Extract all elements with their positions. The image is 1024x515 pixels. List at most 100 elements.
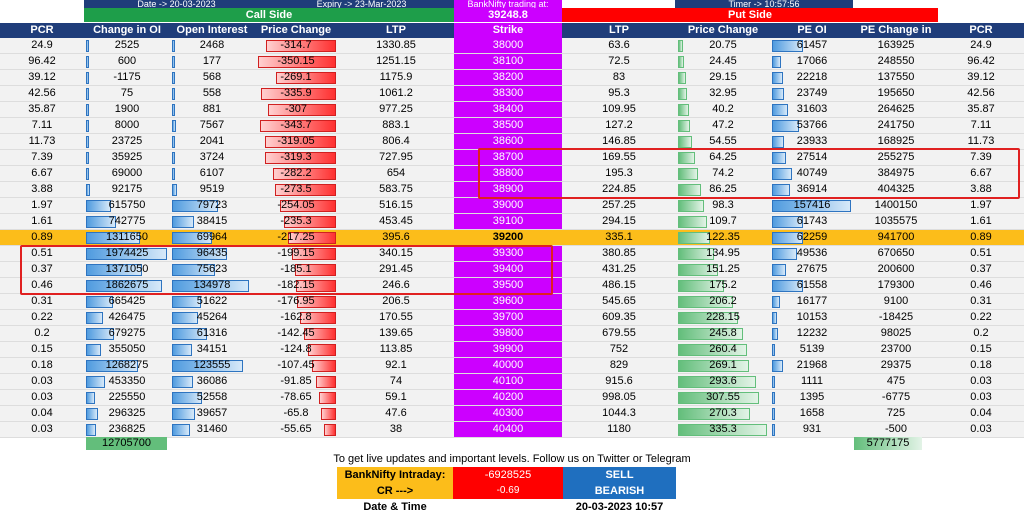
data-bar [772, 280, 803, 292]
column-header-9: PE OI [797, 24, 827, 36]
ce-price-change-cell: -176.95 [254, 294, 338, 309]
data-bar [678, 408, 750, 420]
cell-value: 977.25 [379, 103, 413, 115]
cell-value: 2041 [199, 135, 225, 147]
column-header-7: LTP [609, 24, 629, 36]
pe-change-oi-cell: 137550 [854, 70, 938, 85]
cell-value: 0.51 [31, 247, 53, 259]
cell-value: 0.03 [970, 423, 992, 435]
cell-value: 47.2 [712, 119, 734, 131]
cell-value: 1180 [607, 423, 631, 435]
cell-value: -282.2 [280, 167, 312, 179]
cell-value: 92175 [111, 183, 143, 195]
ce-price-change-cell: -282.2 [254, 166, 338, 181]
data-bar [86, 40, 89, 52]
data-bar [678, 40, 683, 52]
pcr-put-cell: 11.73 [938, 134, 1024, 149]
ce-price-change-cell: -269.1 [254, 70, 338, 85]
data-bar [316, 376, 336, 388]
data-bar [678, 88, 687, 100]
cell-value: 0.37 [970, 263, 992, 275]
cell-value: 0.89 [970, 231, 992, 243]
data-bar [772, 232, 803, 244]
cell-value: 175.2 [709, 279, 737, 291]
pe-change-oi-cell: 168925 [854, 134, 938, 149]
cell-value: 257.25 [602, 199, 636, 211]
pe-change-oi-cell: -18425 [854, 310, 938, 325]
ce-price-change-cell: -124.8 [254, 342, 338, 357]
data-bar [678, 104, 689, 116]
pe-ltp-cell: 72.5 [562, 54, 676, 69]
cell-value: 225550 [108, 391, 146, 403]
data-bar [678, 56, 684, 68]
table-row: 39.12 -1175 568 -269.1 1175.9 38200 83 29.15 222… [0, 70, 1024, 86]
data-bar [86, 72, 89, 84]
pe-price-change-cell: 307.55 [676, 390, 770, 405]
trading-label: BankNifty trading at: [454, 0, 562, 8]
data-bar [772, 312, 777, 324]
pe-price-change-cell: 54.55 [676, 134, 770, 149]
data-bar [86, 88, 89, 100]
cell-value: 453350 [108, 375, 146, 387]
cell-value: 47.6 [385, 407, 407, 419]
cell-value: 0.22 [970, 311, 992, 323]
cr-value: -0.69 [453, 483, 563, 499]
cell-value: 206.5 [382, 295, 410, 307]
ce-oi-cell: 558 [170, 86, 254, 101]
cell-value: 0.04 [31, 407, 53, 419]
cell-value: 7.39 [31, 151, 53, 163]
ce-ltp-cell: 113.85 [338, 342, 454, 357]
strike-cell: 38900 [454, 182, 562, 197]
cell-value: -319.3 [280, 151, 312, 163]
ce-change-oi-cell: -1175 [84, 70, 170, 85]
strike-cell: 39900 [454, 342, 562, 357]
pe-change-oi-cell: 241750 [854, 118, 938, 133]
pe-ltp-cell: 829 [562, 358, 676, 373]
data-bar [86, 56, 89, 68]
ce-price-change-cell: -343.7 [254, 118, 338, 133]
pe-price-change-cell: 122.35 [676, 230, 770, 245]
cell-value: 10153 [796, 311, 828, 323]
ce-change-oi-cell: 615750 [84, 198, 170, 213]
table-row: 0.89 1311650 69964 -217.25 395.6 39200 335.1 12… [0, 230, 1024, 246]
cell-value: 38 [389, 423, 403, 435]
cell-value: 39900 [492, 343, 524, 355]
cell-value: 12232 [796, 327, 828, 339]
cell-value: 3724 [199, 151, 225, 163]
ce-ltp-cell: 1251.15 [338, 54, 454, 69]
cell-value: 0.22 [31, 311, 53, 323]
pe-change-oi-cell: 29375 [854, 358, 938, 373]
data-bar [678, 296, 733, 308]
ce-ltp-cell: 59.1 [338, 390, 454, 405]
ce-oi-cell: 177 [170, 54, 254, 69]
strike-cell: 39600 [454, 294, 562, 309]
table-row: 0.22 426475 45264 -162.8 170.55 39700 609.35 22… [0, 310, 1024, 326]
ce-price-change-cell: -182.15 [254, 278, 338, 293]
data-bar [86, 328, 114, 340]
cell-value: 609.35 [602, 311, 636, 323]
pe-oi-cell: 17066 [770, 54, 854, 69]
ce-ltp-cell: 806.4 [338, 134, 454, 149]
cell-value: 38800 [492, 167, 524, 179]
ce-change-oi-cell: 1371050 [84, 262, 170, 277]
data-bar [772, 424, 775, 436]
pcr-call-cell: 0.15 [0, 342, 84, 357]
strike-cell: 40100 [454, 374, 562, 389]
cell-value: 269.1 [709, 359, 737, 371]
data-bar [772, 136, 784, 148]
cell-value: 296325 [108, 407, 146, 419]
ce-oi-cell: 568 [170, 70, 254, 85]
cell-value: 883.1 [382, 119, 410, 131]
cell-value: 163925 [877, 39, 915, 51]
cell-value: 157416 [793, 199, 831, 211]
table-row: 0.51 1974425 96435 -199.15 340.15 39300 380.85… [0, 246, 1024, 262]
ce-oi-cell: 134978 [170, 278, 254, 293]
data-bar [321, 408, 336, 420]
data-bar [772, 40, 803, 52]
ce-price-change-cell: -307 [254, 102, 338, 117]
cell-value: 9100 [883, 295, 909, 307]
pe-oi-cell: 61457 [770, 38, 854, 53]
table-row: 24.9 2525 2468 -314.7 1330.85 38000 63.6 20.75 6… [0, 38, 1024, 54]
cell-value: 665425 [108, 295, 146, 307]
data-bar [86, 408, 98, 420]
